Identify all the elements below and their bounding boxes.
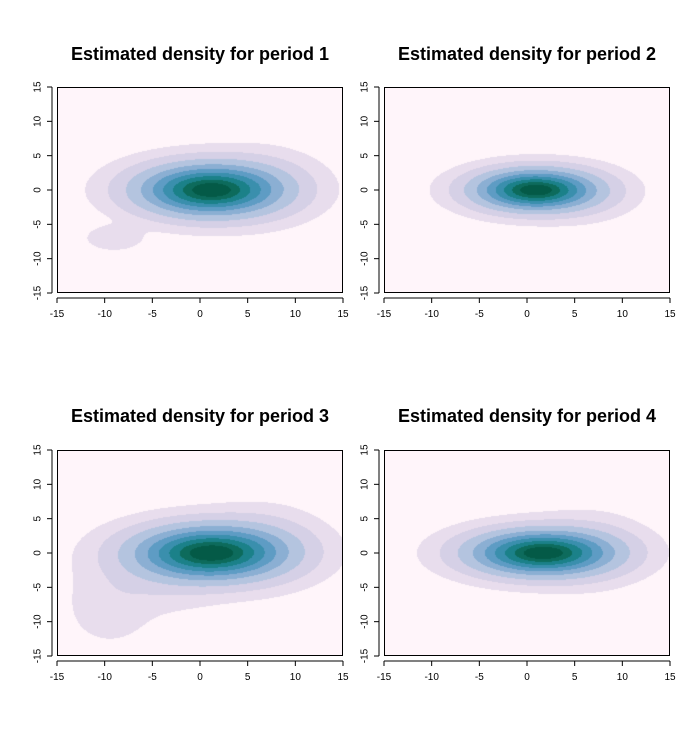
x-tick-label: 15 (337, 672, 349, 683)
y-tick-label: 10 (33, 478, 44, 490)
density-panel-1: Estimated density for period 1 -15 -10 -5 0 5… (33, 44, 349, 320)
x-tick-label: 5 (245, 672, 251, 683)
x-tick-label: 15 (337, 309, 349, 320)
panel-title: Estimated density for period 2 (398, 44, 656, 64)
x-tick-label: 10 (290, 672, 302, 683)
x-tick-label: -10 (424, 309, 439, 320)
x-tick-label: -5 (475, 672, 484, 683)
x-tick-label: -15 (50, 672, 65, 683)
x-tick-label: 10 (617, 672, 629, 683)
y-tick-label: -10 (33, 614, 44, 629)
y-tick-label: 0 (360, 187, 371, 193)
y-tick-label: -15 (360, 285, 371, 300)
x-tick-label: -10 (424, 672, 439, 683)
density-heatmap (384, 450, 670, 656)
x-tick-label: 0 (524, 672, 530, 683)
x-tick-label: 10 (290, 309, 302, 320)
x-tick-label: -5 (148, 309, 157, 320)
y-tick-label: -10 (33, 251, 44, 266)
y-tick-label: 5 (33, 152, 44, 158)
y-tick-label: -10 (360, 614, 371, 629)
x-tick-label: -10 (97, 309, 112, 320)
panel-title: Estimated density for period 3 (71, 406, 329, 426)
x-tick-label: 10 (617, 309, 629, 320)
plot-frame (57, 450, 343, 656)
y-tick-label: 5 (360, 152, 371, 158)
x-tick-label: 15 (664, 672, 676, 683)
density-heatmap (57, 87, 343, 293)
y-tick-label: -5 (360, 582, 371, 591)
x-tick-label: -15 (377, 672, 392, 683)
plot-frame (57, 87, 343, 293)
plot-frame (384, 87, 670, 293)
y-tick-label: -10 (360, 251, 371, 266)
y-tick-label: 10 (360, 115, 371, 127)
density-heatmap (384, 87, 670, 293)
y-tick-label: -5 (33, 219, 44, 228)
x-tick-label: -5 (475, 309, 484, 320)
density-panel-4: Estimated density for period 4 -15 -10 -5 0 5… (360, 406, 676, 683)
x-tick-label: 0 (524, 309, 530, 320)
x-tick-label: 5 (572, 672, 578, 683)
density-panel-3: Estimated density for period 3 -15 -10 -5 0 5… (33, 406, 349, 683)
y-tick-label: -5 (360, 219, 371, 228)
y-tick-label: 15 (360, 444, 371, 456)
x-tick-label: -15 (50, 309, 65, 320)
y-tick-label: 15 (33, 444, 44, 456)
density-heatmap (57, 450, 343, 656)
y-tick-label: 10 (360, 478, 371, 490)
y-tick-label: 5 (33, 515, 44, 521)
panel-title: Estimated density for period 4 (398, 406, 656, 426)
x-tick-label: 0 (197, 309, 203, 320)
density-panel-2: Estimated density for period 2 -15 -10 -5 0 5… (360, 44, 676, 320)
y-tick-label: -15 (33, 648, 44, 663)
y-tick-label: 0 (33, 550, 44, 556)
panel-title: Estimated density for period 1 (71, 44, 329, 64)
y-tick-label: 15 (360, 81, 371, 93)
x-tick-label: 15 (664, 309, 676, 320)
x-tick-label: 5 (245, 309, 251, 320)
plot-frame (384, 450, 670, 656)
x-tick-label: -10 (97, 672, 112, 683)
y-tick-label: 15 (33, 81, 44, 93)
y-tick-label: 5 (360, 515, 371, 521)
x-tick-label: -5 (148, 672, 157, 683)
x-tick-label: 0 (197, 672, 203, 683)
y-tick-label: 0 (33, 187, 44, 193)
x-tick-label: 5 (572, 309, 578, 320)
y-tick-label: -5 (33, 582, 44, 591)
y-tick-label: 10 (33, 115, 44, 127)
x-tick-label: -15 (377, 309, 392, 320)
y-tick-label: -15 (33, 285, 44, 300)
y-tick-label: 0 (360, 550, 371, 556)
y-tick-label: -15 (360, 648, 371, 663)
